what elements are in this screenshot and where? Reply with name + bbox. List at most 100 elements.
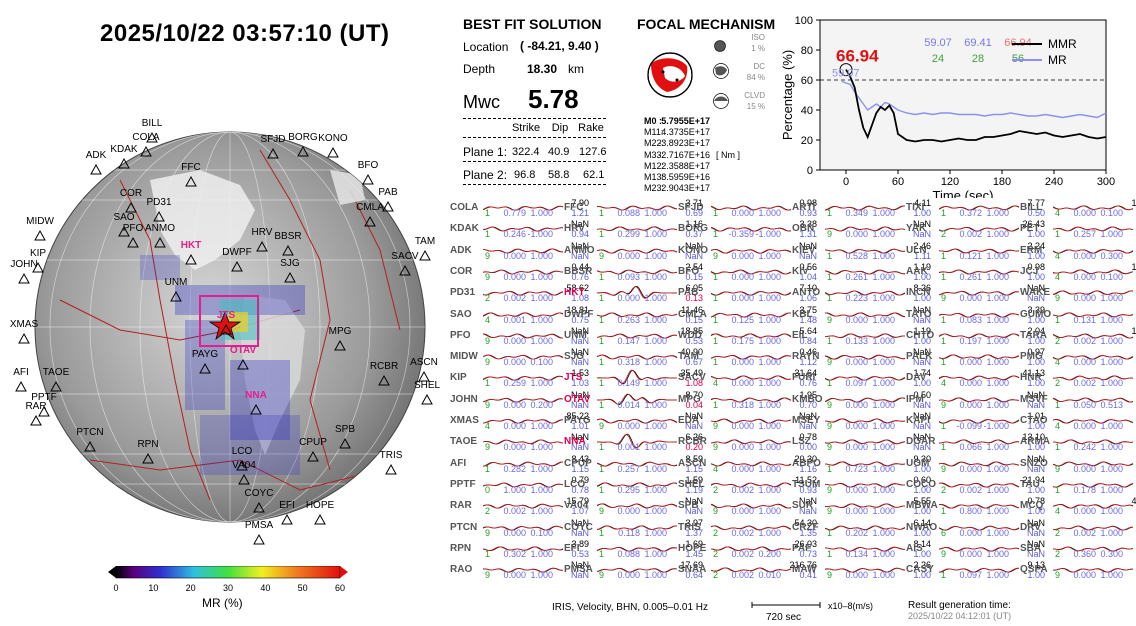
beachball [647,52,693,98]
station-waveform [1053,205,1134,211]
station-cell: IPM 9 0.000 1.000 NaN NaN [906,390,1046,411]
correlation: 0.002 [503,293,526,304]
quality-flag: 1 [599,484,605,495]
legend-entry: MMR [1048,37,1077,51]
weight: 1.000 [530,271,553,282]
station-name: BBSR [564,265,593,277]
misfit-ratio: 1.13 [1123,400,1136,410]
quality-flag: 9 [713,506,719,517]
quality-flag: 4 [1055,421,1061,431]
tensor-label: M22: [644,138,665,149]
misfit-ratio: NaN [1026,527,1045,538]
amplitude: 26.03 [794,538,817,549]
quality-flag: 2 [713,570,719,581]
quality-flag: 1 [827,335,833,346]
station-triangle [334,339,346,351]
amplitude: 0.98 [799,198,817,208]
station-waveform [483,546,564,551]
station-waveform [711,333,792,338]
iso-value: 1 % [751,44,765,53]
synthetic-trace [711,397,792,403]
correlation: 0.093 [617,271,640,282]
station-cell: MSVF 1 0.050 0.5130.641.13 [1020,390,1136,411]
amplitude: 1.95 [799,389,817,400]
station-name: SPB [678,500,699,512]
correlation: 0.000 [503,357,526,368]
weight: 1.000 [644,527,667,538]
station-waveform [939,439,1020,445]
divider [463,137,606,138]
station-label: TAM [415,236,435,247]
synthetic-trace [711,439,792,445]
station-cell: SNAA 2 0.002 0.010 216.76 0.41 [678,560,818,581]
weight: 1.000 [530,548,553,559]
misfit-ratio: NaN [798,250,817,261]
station-waveform [939,397,1020,402]
station-waveform [711,248,792,254]
amplitude: 2.26 [913,560,931,571]
station-name: PAF [792,542,812,554]
quality-flag: 9 [713,442,719,453]
synthetic-trace [483,269,564,275]
quality-flag: 9 [941,463,947,474]
quality-flag: 1 [827,293,833,304]
station-name: KMBO [792,393,823,405]
station-cell: UNM 1 0.147 1.000 18.85 0.53 [564,326,704,347]
correlation: 0.000 [731,442,754,453]
misfit-ratio: 1.00 [1123,464,1136,474]
synthetic-trace [483,503,564,509]
quality-flag: 4 [941,378,947,389]
misfit-ratio: NaN [570,335,589,346]
station-waveform [597,205,678,211]
station-waveform [597,418,678,424]
weight: 1.000 [872,335,895,346]
amplitude: 3.10 [1119,219,1136,229]
weight: 1.000 [644,463,667,474]
tensor-value: -3.8923E+17 [658,138,710,149]
correlation: 0.133 [845,335,868,346]
correlation: 0.088 [617,548,640,559]
amplitude: 6.26 [685,432,703,443]
amplitude: 20.26 [1119,539,1136,549]
quality-flag: 9 [827,314,833,325]
station-name: BORG [678,223,708,235]
station-waveform [825,397,906,403]
station-waveform [939,205,1020,211]
station-cell: SHEL 2 0.002 1.000 11.52 0.93 [678,475,818,496]
station-cell: DRV 2 0.002 1.00012.691.00 [1020,518,1136,539]
quality-flag: 1 [599,527,605,538]
weight: 1.000 [986,250,1009,261]
misfit-ratio: 1.31 [799,229,817,240]
quality-flag: 9 [713,250,719,261]
station-cell: RCBR 9 0.000 1.000 0.78 0.00 [678,432,818,453]
rake-header: Rake [578,122,604,134]
weight: 0.200 [530,399,553,410]
weight: 1.000 [644,378,667,389]
amplitude: 3.38 [799,219,817,230]
correlation: 0.050 [1073,399,1096,410]
station-waveform [483,567,564,573]
synthetic-trace [711,205,792,211]
amplitude: 1.01 [1027,411,1045,421]
station-cell: PAF 1 0.134 1.000 8.14 1.00 [792,539,932,560]
station-triangle [140,145,152,157]
station-name: ULN [906,244,927,256]
weight: 1.000 [758,484,781,495]
clvd-label: CLVD [744,91,765,100]
weight: 0.300 [1100,250,1123,261]
station-waveform [825,418,906,424]
correlation: 0.800 [959,506,982,517]
amplitude: 0.56 [799,261,817,272]
station-cell: RAO 9 0.000 1.000 NaN NaN [450,560,590,581]
station-name: CRZF [792,521,819,533]
correlation: 0.000 [1073,271,1096,282]
quality-flag: 1 [827,548,833,559]
station-name: KONO [678,244,708,256]
station-name: KIEV [792,244,816,256]
synthetic-trace [597,461,678,467]
legend-entry: MR [1048,53,1067,67]
quality-flag: 1 [1055,399,1061,410]
station-name: EFI [564,542,580,554]
misfit-ratio: 1.48 [799,314,817,325]
